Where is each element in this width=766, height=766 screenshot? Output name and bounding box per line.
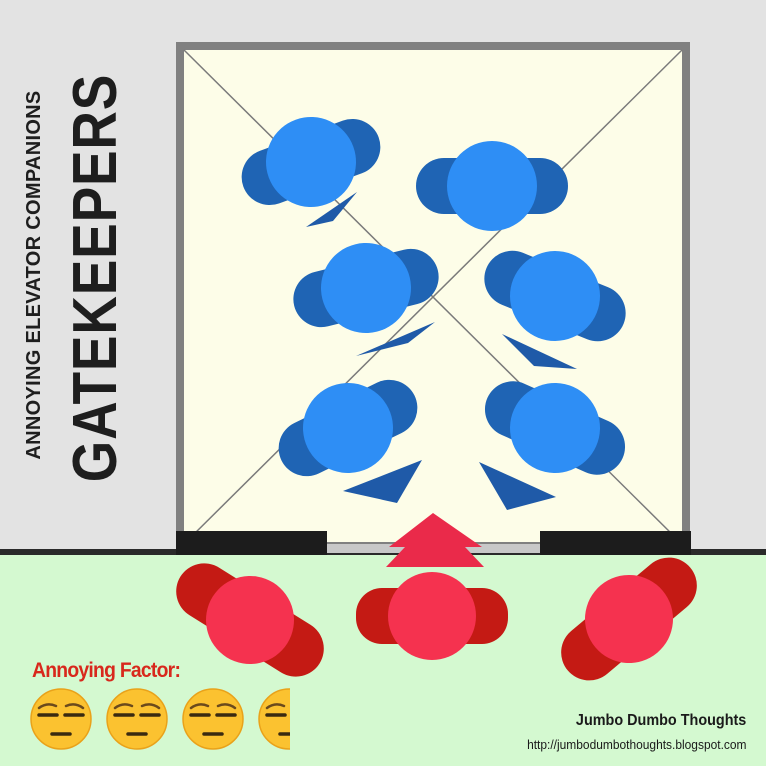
- waiting-person: [356, 572, 508, 660]
- waiting-person: [561, 557, 697, 681]
- unamused-face-icon: [182, 688, 244, 750]
- elevator-front-wall-right: [540, 531, 691, 555]
- gatekeeper-person: [484, 381, 626, 475]
- subtitle: ANNOYING ELEVATOR COMPANIONS: [23, 90, 45, 460]
- elevator-front-wall-left: [176, 531, 327, 555]
- gatekeeper-person: [241, 117, 381, 207]
- gaze-arrow: [306, 192, 357, 227]
- unamused-face-icon: [30, 688, 92, 750]
- gatekeeper-person: [293, 243, 439, 333]
- rating-faces: [30, 688, 290, 750]
- annoying-factor-label: Annoying Factor:: [32, 659, 181, 682]
- waiting-person: [176, 563, 324, 677]
- gaze-arrow: [343, 460, 422, 503]
- gatekeeper-person: [278, 379, 418, 477]
- unamused-face-icon: [106, 688, 168, 750]
- page-title: GATEKEEPERS: [61, 73, 130, 483]
- entry-arrow: [386, 513, 484, 567]
- gatekeeper-person: [484, 250, 626, 342]
- gaze-arrow: [502, 334, 577, 369]
- gaze-arrow: [356, 322, 435, 356]
- blog-url: http://jumbodumbothoughts.blogspot.com: [526, 737, 746, 752]
- gaze-arrow: [479, 462, 556, 510]
- blog-name: Jumbo Dumbo Thoughts: [575, 712, 746, 729]
- unamused-face-icon: [258, 688, 290, 750]
- gatekeeper-person: [416, 141, 568, 231]
